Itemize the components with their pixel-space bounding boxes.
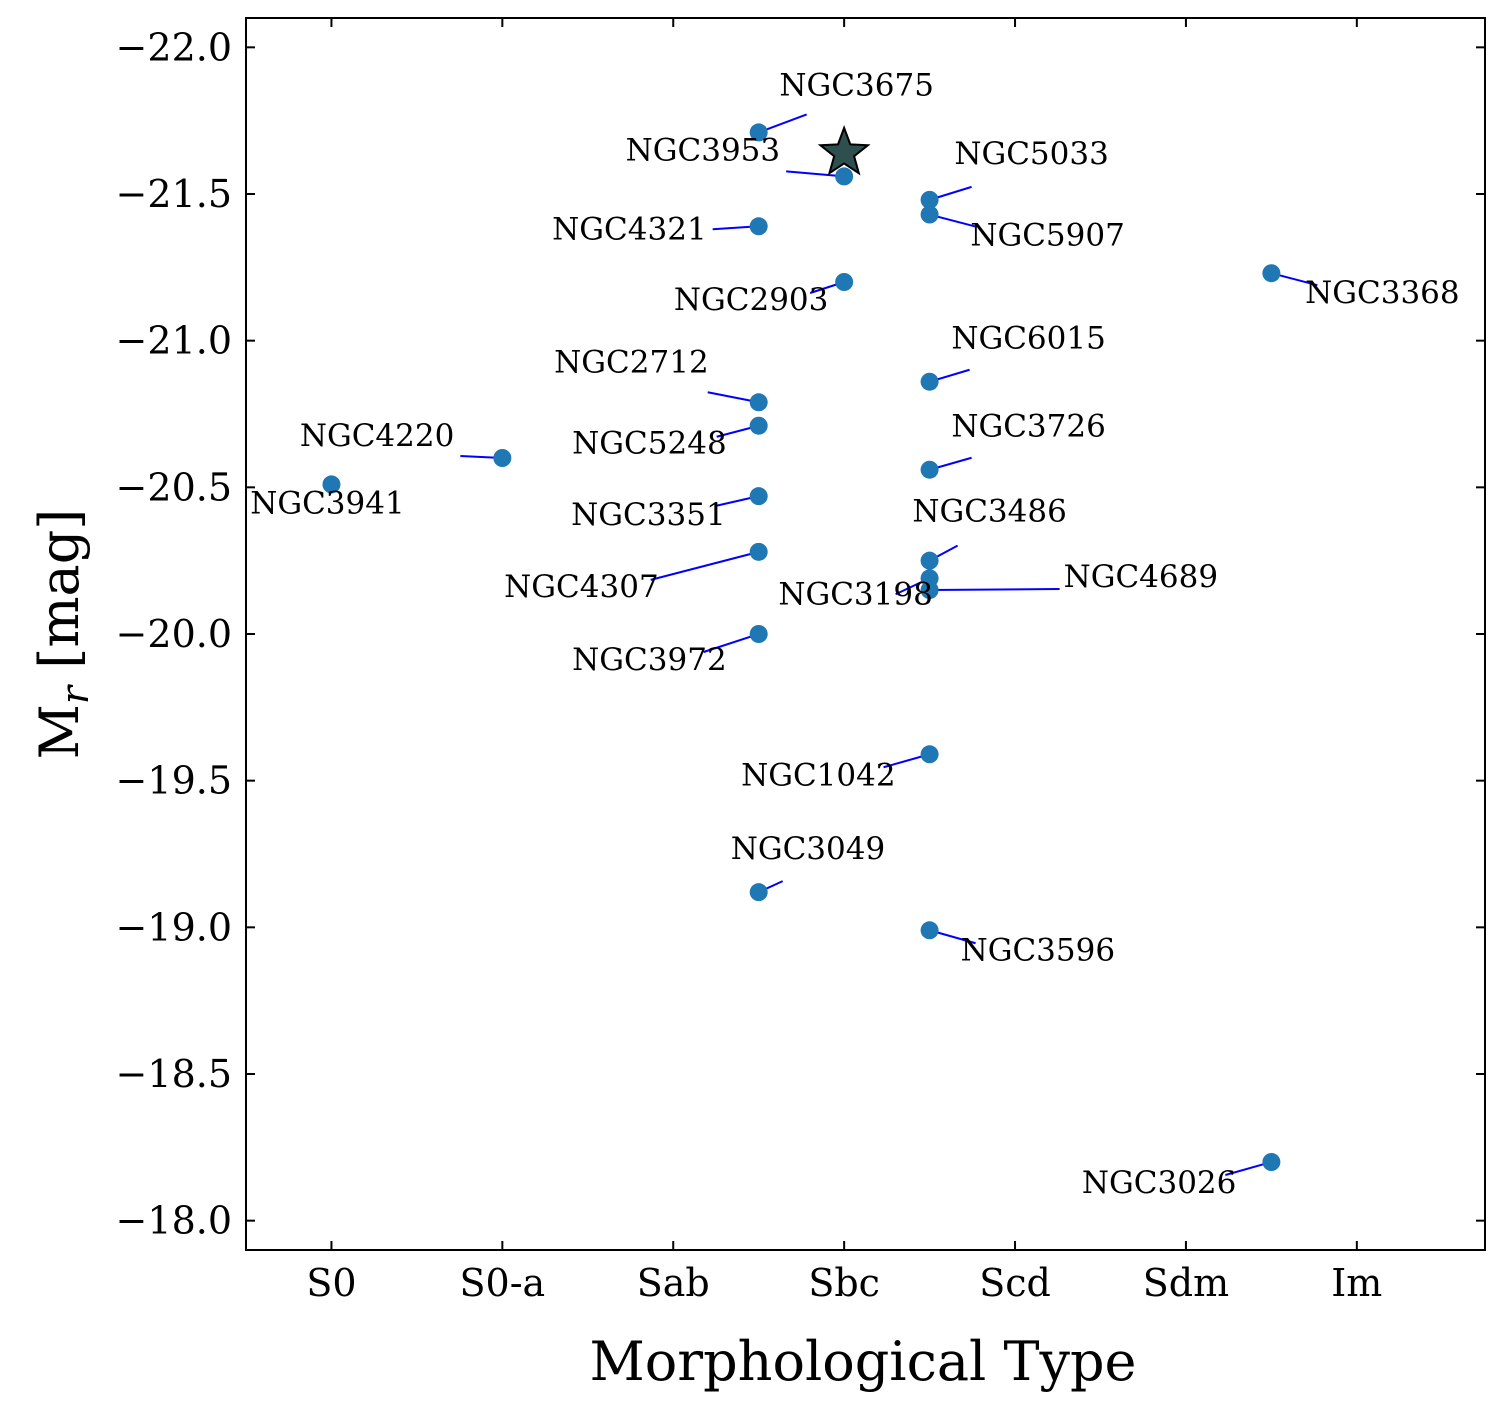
label-ngc5248: NGC5248 xyxy=(572,426,727,462)
point-ngc3726 xyxy=(920,460,939,479)
y-tick-label: −21.5 xyxy=(116,172,232,216)
point-ngc2712 xyxy=(749,393,768,412)
point-ngc4689 xyxy=(920,581,939,599)
point-ngc5248 xyxy=(749,416,768,435)
x-tick-label: S0 xyxy=(306,1261,356,1305)
label-ngc3049: NGC3049 xyxy=(731,831,886,867)
x-tick-label: Im xyxy=(1331,1261,1382,1305)
connector-ngc3953 xyxy=(786,170,845,178)
point-ngc3675 xyxy=(749,123,768,142)
point-ngc4321 xyxy=(749,217,768,236)
point-ngc3351 xyxy=(749,487,768,506)
point-ngc3596 xyxy=(920,921,939,940)
point-ngc2903 xyxy=(835,273,854,291)
point-ngc3368 xyxy=(1262,264,1281,283)
point-ngc3972 xyxy=(749,625,768,643)
point-ngc3941 xyxy=(322,475,341,494)
plot-area xyxy=(245,17,1486,1251)
y-tick-label: −20.0 xyxy=(116,612,232,656)
y-tick-label: −21.0 xyxy=(116,319,232,363)
label-ngc3026: NGC3026 xyxy=(1082,1165,1237,1201)
star-marker xyxy=(817,125,871,176)
label-ngc4689: NGC4689 xyxy=(1064,559,1219,595)
y-tick-label: −19.0 xyxy=(116,905,232,949)
point-ngc6015 xyxy=(920,372,939,391)
x-tick-label: Sdm xyxy=(1143,1261,1229,1305)
label-ngc3726: NGC3726 xyxy=(951,409,1106,445)
label-ngc3351: NGC3351 xyxy=(571,497,726,533)
x-tick-label: Sbc xyxy=(808,1261,880,1305)
point-ngc3026 xyxy=(1262,1153,1281,1171)
x-tick-label: Scd xyxy=(979,1261,1051,1305)
point-ngc3953 xyxy=(835,167,854,186)
label-ngc3675: NGC3675 xyxy=(779,67,934,103)
label-ngc5033: NGC5033 xyxy=(954,136,1109,172)
label-ngc6015: NGC6015 xyxy=(951,321,1106,357)
y-tick-label: −18.5 xyxy=(116,1052,232,1096)
label-ngc3368: NGC3368 xyxy=(1305,275,1460,311)
label-ngc3596: NGC3596 xyxy=(961,932,1116,968)
label-ngc1042: NGC1042 xyxy=(741,757,896,793)
y-tick-label: −20.5 xyxy=(116,465,232,509)
x-tick-label: Sab xyxy=(637,1261,710,1305)
label-ngc4220: NGC4220 xyxy=(300,418,455,454)
connector-ngc3972 xyxy=(703,633,760,653)
label-ngc4321: NGC4321 xyxy=(552,211,707,247)
x-tick-label: S0-a xyxy=(459,1261,545,1305)
y-axis-title: Mr [mag] xyxy=(28,509,97,760)
label-ngc4307: NGC4307 xyxy=(504,569,659,605)
point-ngc3049 xyxy=(749,883,768,902)
point-ngc4307 xyxy=(749,542,768,561)
point-ngc5033 xyxy=(920,190,939,209)
label-ngc3972: NGC3972 xyxy=(572,642,727,678)
y-axis-subscript: r xyxy=(53,683,97,704)
point-ngc3486 xyxy=(920,551,939,570)
x-axis-title: Morphological Type xyxy=(589,1330,1136,1393)
point-ngc1042 xyxy=(920,745,939,764)
y-tick-label: −18.0 xyxy=(116,1199,232,1243)
y-tick-label: −22.0 xyxy=(116,25,232,69)
label-ngc3941: NGC3941 xyxy=(250,485,405,521)
y-tick-label: −19.5 xyxy=(116,759,232,803)
label-ngc3198: NGC3198 xyxy=(778,576,933,612)
point-ngc5907 xyxy=(920,205,939,224)
label-ngc5907: NGC5907 xyxy=(970,218,1125,254)
connector-ngc4689 xyxy=(929,588,1060,591)
point-ngc4220 xyxy=(493,449,512,467)
label-ngc2712: NGC2712 xyxy=(554,344,709,380)
connector-ngc4307 xyxy=(650,550,759,581)
label-ngc3486: NGC3486 xyxy=(912,494,1067,530)
label-ngc3953: NGC3953 xyxy=(626,132,781,168)
label-ngc2903: NGC2903 xyxy=(674,282,829,318)
